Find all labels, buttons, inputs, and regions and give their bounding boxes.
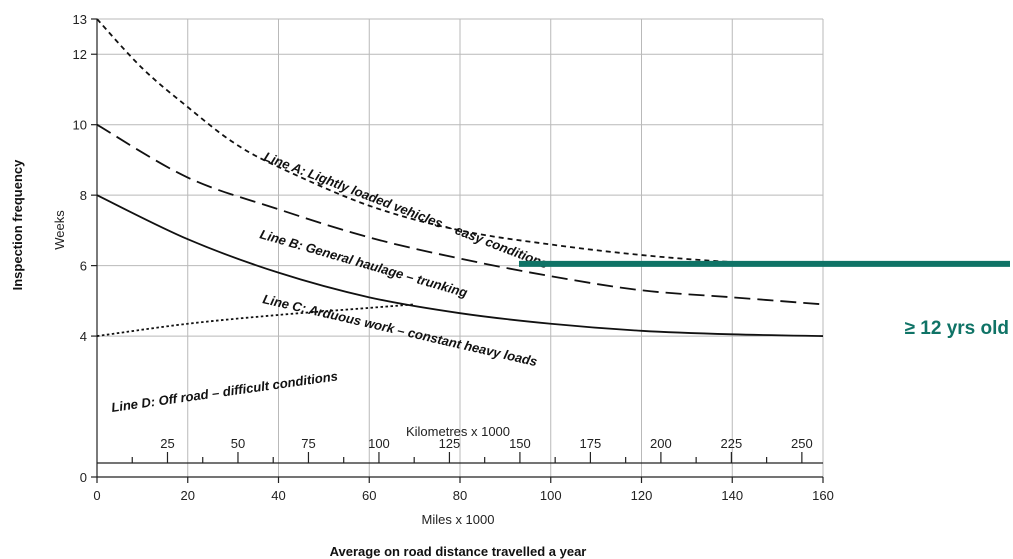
y-tick-label: 13 <box>73 12 87 27</box>
x-tick-label-miles: 80 <box>453 488 467 503</box>
series-line-a <box>96 18 824 267</box>
x-tick-label-km: 100 <box>368 436 390 451</box>
y-tick-label: 10 <box>73 118 87 133</box>
x-tick-label-km: 50 <box>231 436 245 451</box>
series-label-line-b: Line B: General haulage – trunking <box>258 226 469 300</box>
x-tick-label-km: 225 <box>721 436 743 451</box>
x-axis-miles-label: Miles x 1000 <box>422 512 495 527</box>
x-tick-label-km: 200 <box>650 436 672 451</box>
x-tick-label-miles: 40 <box>271 488 285 503</box>
x-tick-label-km: 175 <box>580 436 602 451</box>
x-tick-label-km: 125 <box>439 436 461 451</box>
x-tick-label-miles: 120 <box>631 488 653 503</box>
grid <box>97 18 824 477</box>
series-lines <box>96 18 824 337</box>
x-axis-title: Average on road distance travelled a yea… <box>330 544 587 559</box>
x-tick-label-miles: 100 <box>540 488 562 503</box>
y-tick-label: 4 <box>80 329 87 344</box>
x-tick-label-km: 75 <box>301 436 315 451</box>
x-tick-label-km: 25 <box>160 436 174 451</box>
series-line-b <box>96 123 824 306</box>
series-line-c <box>96 194 824 337</box>
x-tick-label-km: 150 <box>509 436 531 451</box>
y-tick-label: 6 <box>80 259 87 274</box>
x-axis-km-label: Kilometres x 1000 <box>406 424 510 439</box>
x-tick-label-miles: 160 <box>812 488 834 503</box>
age-threshold-label: ≥ 12 yrs old <box>905 318 1009 339</box>
y-tick-label: 8 <box>80 188 87 203</box>
y-axis-unit: Weeks <box>52 210 67 250</box>
x-tick-label-miles: 0 <box>93 488 100 503</box>
axes: 0 4 6 8 10 12 13 0 20 40 60 80 100 120 140 160 25 50 75 100… <box>73 12 834 503</box>
x-tick-label-miles: 140 <box>721 488 743 503</box>
y-tick-label: 0 <box>80 470 87 485</box>
x-tick-label-miles: 60 <box>362 488 376 503</box>
y-axis-title: Inspection frequency <box>10 159 25 291</box>
series-label-line-d: Line D: Off road – difficult conditions <box>110 368 338 415</box>
y-tick-label: 12 <box>73 47 87 62</box>
x-tick-label-miles: 20 <box>181 488 195 503</box>
x-tick-label-km: 250 <box>791 436 813 451</box>
